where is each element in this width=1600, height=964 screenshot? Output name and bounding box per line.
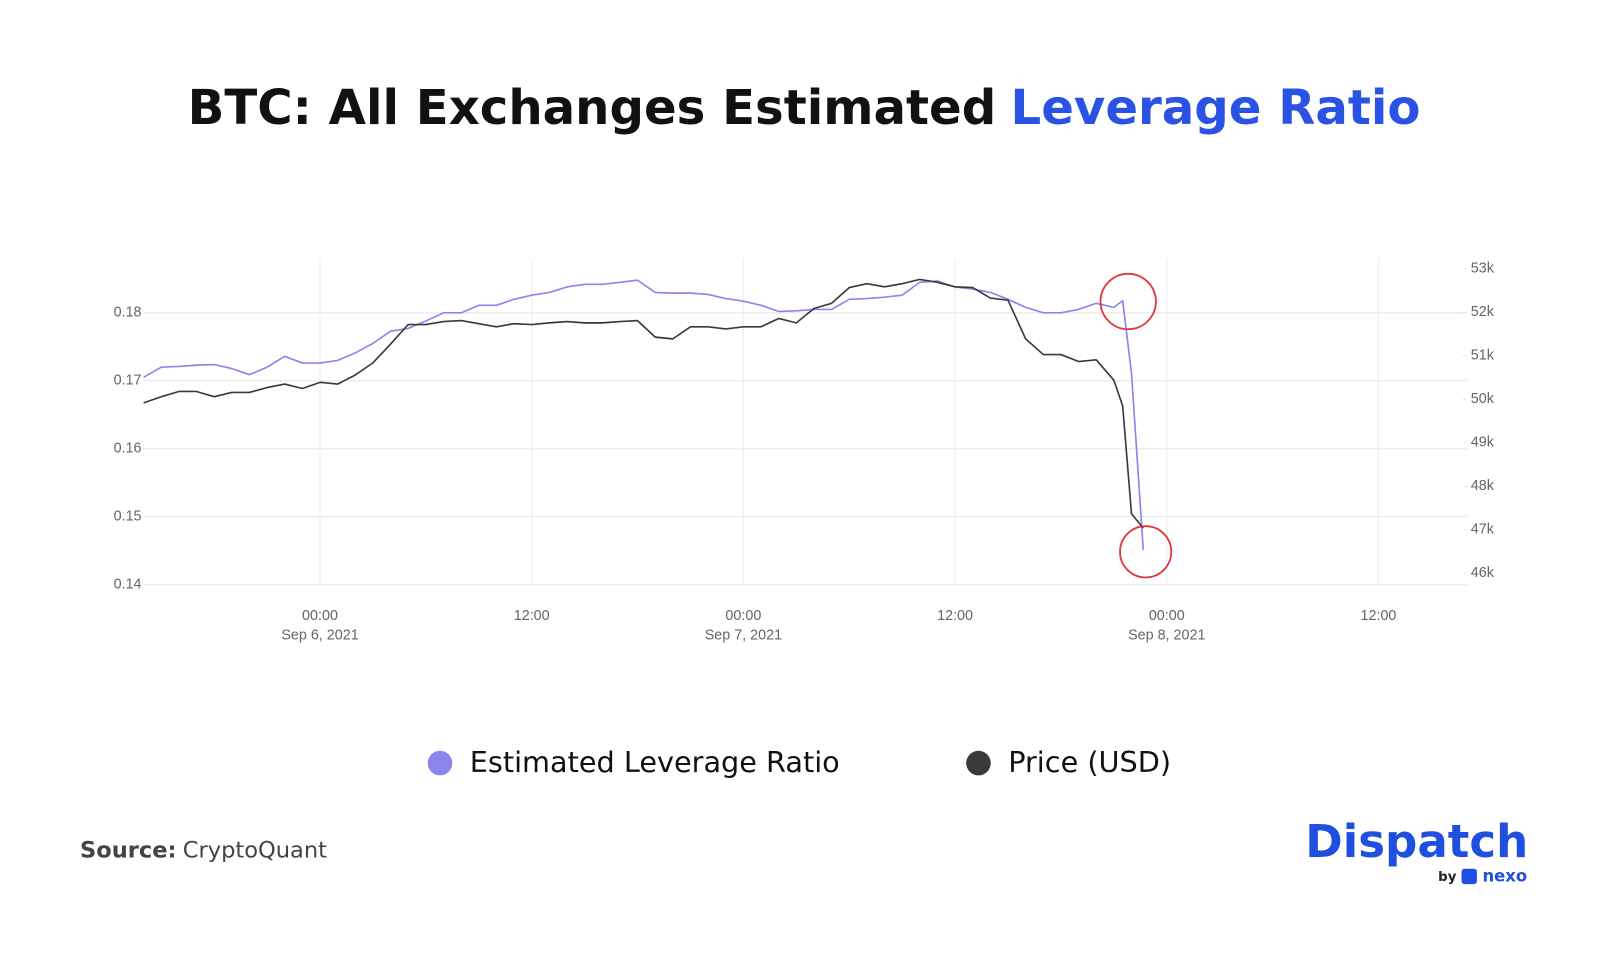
legend-label: Estimated Leverage Ratio [470,745,840,779]
series-line [143,278,1144,529]
y-tick-label: 0.14 [114,576,142,592]
highlight-circle [1119,525,1173,579]
y2-tick-label: 49k [1471,435,1495,451]
y2-tick-label: 47k [1471,522,1495,538]
y2-tick-label: 50k [1471,391,1495,407]
y2-tick-label: 48k [1471,478,1495,494]
grid: 0.14 0.15 0.16 0.17 0.18 46k 47k 48k 49k 50k 51k 52… [114,258,1495,644]
y2-tick-label: 52k [1471,304,1495,320]
y-tick-label: 0.15 [114,508,142,524]
x-tick-label: 00:00 [725,608,761,624]
y2-tick-label: 51k [1471,348,1495,364]
x-tick-label: 12:00 [937,608,973,624]
chart-title: BTC: All Exchanges Estimated Leverage Rat… [188,80,1421,136]
legend-label: Price (USD) [1008,745,1171,779]
y-tick-label: 0.18 [114,305,142,321]
x-tick-label: Sep 7, 2021 [705,628,782,644]
source-label: Source: [80,837,177,863]
x-tick-label: Sep 6, 2021 [281,628,358,644]
brand-partner: nexo [1483,866,1528,885]
highlight-circle [1099,272,1157,331]
legend: Estimated Leverage Ratio Price (USD) [427,745,1171,779]
brand-by: by [1438,870,1457,885]
y2-tick-label: 46k [1471,565,1495,581]
x-tick-label: 12:00 [1361,608,1397,624]
title-main: BTC: All Exchanges Estimated [188,80,997,136]
plot [143,278,1145,551]
source: Source: CryptoQuant [80,837,327,863]
legend-marker [966,750,991,776]
brand-icon [1461,868,1477,885]
x-tick-label: 12:00 [514,608,550,624]
y2-tick-label: 53k [1471,261,1495,277]
title-highlight: Leverage Ratio [1011,80,1421,136]
series-line [143,279,1145,551]
x-tick-label: 00:00 [302,608,338,624]
x-tick-label: Sep 8, 2021 [1128,628,1205,644]
brand-name: Dispatch [1305,815,1528,868]
y-tick-label: 0.16 [114,441,142,457]
y-tick-label: 0.17 [114,373,142,389]
x-tick-label: 00:00 [1149,608,1185,624]
legend-marker [427,750,453,776]
source-text: CryptoQuant [183,837,327,863]
